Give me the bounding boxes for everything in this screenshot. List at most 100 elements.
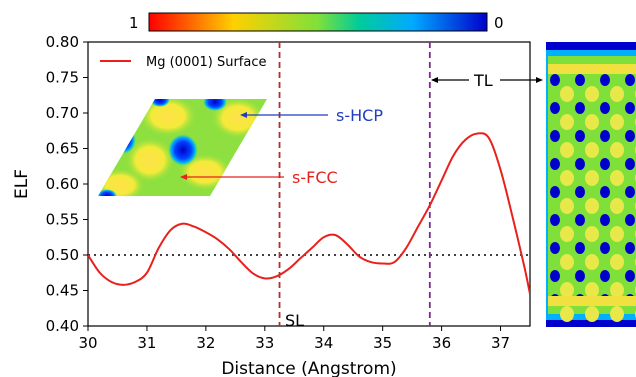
side-map-blob: [600, 186, 610, 198]
x-tick-label: 33: [255, 334, 274, 352]
side-map-blob: [560, 282, 574, 298]
side-map-blob: [550, 242, 560, 254]
side-map-blob: [600, 102, 610, 114]
side-map-blob: [575, 158, 585, 170]
y-tick-label: 0.60: [46, 175, 79, 193]
legend-entry-label: Mg (0001) Surface: [146, 55, 267, 70]
side-map-blob: [610, 198, 624, 214]
y-axis-title: ELF: [12, 169, 32, 199]
side-map-blob: [585, 254, 599, 270]
side-map-blob: [575, 270, 585, 282]
side-map-blob: [560, 306, 574, 322]
side-map-blob: [610, 226, 624, 242]
side-map-blob: [575, 130, 585, 142]
side-map-blob: [560, 142, 574, 158]
side-map-blob: [600, 214, 610, 226]
side-map-blob: [550, 270, 560, 282]
side-map-blob: [600, 130, 610, 142]
side-map-blob: [575, 214, 585, 226]
side-map-blob: [585, 114, 599, 130]
side-map-blob: [610, 114, 624, 130]
side-map-blob: [575, 186, 585, 198]
inset-elf-map: [98, 99, 267, 196]
side-map-blob: [610, 142, 624, 158]
side-map-blob: [560, 198, 574, 214]
side-map-blob: [625, 214, 635, 226]
side-map-blob: [625, 270, 635, 282]
side-map-blob: [610, 282, 624, 298]
side-map-blob: [610, 86, 624, 102]
x-tick-label: 35: [373, 334, 392, 352]
side-map-blob: [585, 306, 599, 322]
side-map-blob: [550, 186, 560, 198]
side-map-blob: [610, 170, 624, 186]
sl-label: SL: [285, 311, 304, 330]
side-map-blob: [585, 142, 599, 158]
side-map-blob: [550, 102, 560, 114]
legend: Mg (0001) Surface: [100, 55, 267, 70]
x-axis-title: Distance (Angstrom): [221, 359, 396, 377]
side-map-blob: [560, 170, 574, 186]
side-map-blob: [585, 198, 599, 214]
side-map-blob: [625, 102, 635, 114]
annotation-tl: TL: [431, 71, 543, 90]
y-tick-label: 0.75: [46, 69, 79, 87]
side-map-band: [548, 296, 636, 306]
side-map-blob: [550, 214, 560, 226]
side-map-blob: [560, 226, 574, 242]
side-map-blob: [600, 242, 610, 254]
y-tick-label: 0.80: [46, 33, 79, 51]
series-layer: [88, 132, 530, 295]
x-axis-ticks: 30 31 32 33 34 35 36 37: [78, 326, 510, 352]
side-map-blob: [560, 86, 574, 102]
side-map-blob: [550, 74, 560, 86]
side-map-blob: [625, 186, 635, 198]
x-tick-label: 36: [432, 334, 451, 352]
annotation-s-hcp: s-HCP: [240, 106, 383, 125]
y-axis-ticks: 0.40 0.45 0.50 0.55 0.60 0.65 0.70 0.75 0.80: [46, 33, 88, 335]
x-tick-label: 32: [196, 334, 215, 352]
side-map-blob: [550, 158, 560, 170]
side-map-blob: [600, 270, 610, 282]
side-map-blob: [575, 102, 585, 114]
side-map-blob: [560, 114, 574, 130]
side-map-blob: [575, 74, 585, 86]
tl-label: TL: [473, 71, 493, 90]
side-map-blob: [550, 130, 560, 142]
y-tick-label: 0.65: [46, 140, 79, 158]
y-tick-label: 0.70: [46, 104, 79, 122]
y-tick-label: 0.55: [46, 211, 79, 229]
side-map-band: [548, 64, 636, 74]
side-map-blob: [585, 170, 599, 186]
s-fcc-label: s-FCC: [292, 168, 338, 187]
y-tick-label: 0.50: [46, 246, 79, 264]
annotation-s-fcc: s-FCC: [180, 168, 338, 187]
side-map-blob: [625, 130, 635, 142]
y-tick-label: 0.40: [46, 317, 79, 335]
side-map-blob: [585, 282, 599, 298]
side-map-blob: [600, 74, 610, 86]
side-map-blob: [625, 74, 635, 86]
side-map-blob: [600, 158, 610, 170]
side-map-blob: [575, 242, 585, 254]
side-map-blob: [625, 242, 635, 254]
s-hcp-label: s-HCP: [336, 106, 383, 125]
side-map-blob: [610, 254, 624, 270]
x-tick-label: 34: [314, 334, 333, 352]
series-line-mg-0001-surface: [88, 132, 530, 295]
colorbar: 1 0: [129, 12, 504, 32]
side-map-blob: [585, 86, 599, 102]
side-view-elf-map: [546, 42, 636, 327]
colorbar-left-label: 1: [129, 14, 139, 32]
x-tick-label: 31: [137, 334, 156, 352]
y-tick-label: 0.45: [46, 282, 79, 300]
x-tick-label: 37: [491, 334, 510, 352]
colorbar-right-label: 0: [494, 14, 504, 32]
reference-lines: [88, 42, 530, 326]
side-map-blob: [625, 158, 635, 170]
side-map-blob: [560, 254, 574, 270]
side-map-blob: [610, 306, 624, 322]
x-tick-label: 30: [78, 334, 97, 352]
side-map-blob: [585, 226, 599, 242]
